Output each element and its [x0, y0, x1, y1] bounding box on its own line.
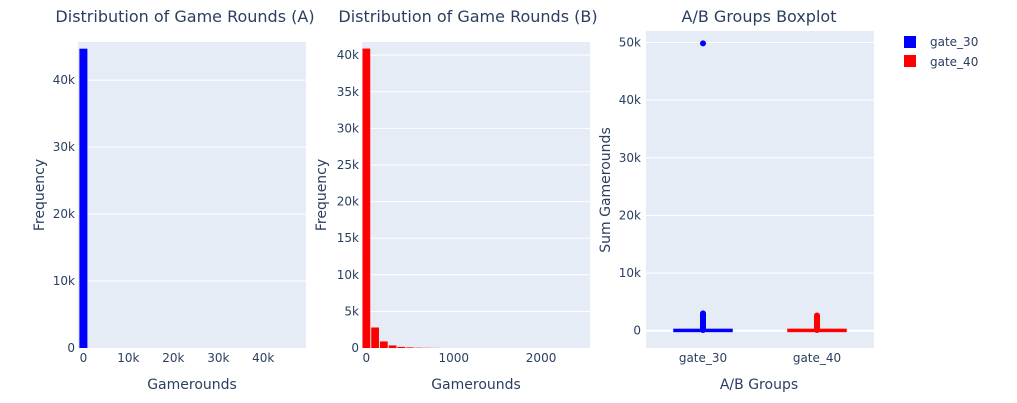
- x-tick-label: 2000: [526, 351, 557, 365]
- legend-item-gate-40[interactable]: gate_40: [904, 55, 978, 69]
- y-tick-label: 50k: [619, 36, 641, 50]
- x-tick-label: 0: [363, 351, 371, 365]
- x-ticks-c: gate_30 gate_40: [679, 351, 841, 365]
- plot-area-b: [362, 42, 590, 348]
- histogram-bar: [379, 341, 388, 348]
- bars-a: [79, 48, 88, 349]
- boxplot-panel: gate_30 gate_40 0 10k 20k 30k 40k 50k A/B Grou…: [598, 7, 874, 393]
- y-tick-label: 10k: [337, 268, 359, 282]
- x-axis-label-a: Gamerounds: [147, 377, 237, 393]
- y-tick-label: 10k: [619, 266, 641, 280]
- y-tick-label: 35k: [337, 85, 359, 99]
- y-tick-label: 25k: [337, 158, 359, 172]
- chart-title-a: Distribution of Game Rounds (A): [55, 7, 314, 26]
- y-tick-label: 0: [633, 324, 641, 338]
- y-ticks-a: 0 10k 20k 30k 40k: [53, 73, 75, 355]
- histogram-bar: [397, 346, 406, 348]
- legend-swatch-gate-30: [904, 36, 916, 48]
- y-tick-label: 20k: [337, 195, 359, 209]
- histogram-bar: [371, 327, 379, 348]
- y-ticks-c: 0 10k 20k 30k 40k 50k: [619, 36, 641, 338]
- y-tick-label: 30k: [53, 140, 75, 154]
- y-tick-label: 0: [67, 341, 75, 355]
- histogram-b: 0 1000 2000 0 5k 10k 15k 20k 25k 30k 35k 40k Distr…: [314, 7, 598, 393]
- y-tick-label: 30k: [619, 151, 641, 165]
- legend-item-gate-30[interactable]: gate_30: [904, 35, 978, 49]
- y-axis-label-b: Frequency: [314, 159, 330, 231]
- plot-area-a: [78, 42, 306, 348]
- y-axis-label-a: Frequency: [32, 159, 48, 231]
- x-tick-label: 40k: [252, 351, 274, 365]
- x-tick-label: 1000: [438, 351, 469, 365]
- x-ticks-a: 0 10k 20k 30k 40k: [80, 351, 275, 365]
- y-tick-label: 20k: [619, 208, 641, 222]
- gridlines-b: [362, 54, 590, 312]
- legend: gate_30 gate_40: [904, 35, 978, 69]
- y-tick-label: 0: [351, 341, 359, 355]
- y-tick-label: 10k: [53, 274, 75, 288]
- y-tick-label: 40k: [53, 73, 75, 87]
- chart-title-b: Distribution of Game Rounds (B): [338, 7, 597, 26]
- x-tick-label: 10k: [117, 351, 139, 365]
- histogram-bar: [406, 347, 414, 348]
- x-axis-label-b: Gamerounds: [431, 377, 521, 393]
- histogram-bar: [79, 48, 88, 349]
- x-ticks-b: 0 1000 2000: [363, 351, 557, 365]
- y-tick-label: 5k: [344, 304, 359, 318]
- x-tick-label: gate_30: [679, 351, 727, 365]
- histogram-bar: [362, 48, 371, 349]
- x-tick-label: gate_40: [793, 351, 841, 365]
- legend-label-gate-30: gate_30: [930, 35, 978, 49]
- y-axis-label-c: Sum Gamerounds: [598, 127, 614, 252]
- bars-b: [362, 48, 441, 349]
- legend-label-gate-40: gate_40: [930, 55, 978, 69]
- y-tick-label: 40k: [337, 48, 359, 62]
- y-tick-label: 30k: [337, 121, 359, 135]
- x-tick-label: 0: [80, 351, 88, 365]
- histogram-a: 0 10k 20k 30k 40k 0 10k 20k 30k 40k Distribution…: [32, 7, 315, 393]
- plot-area-c: [646, 31, 874, 348]
- x-tick-label: 30k: [207, 351, 229, 365]
- outlier-point: [700, 40, 706, 47]
- y-tick-label: 20k: [53, 207, 75, 221]
- x-axis-label-c: A/B Groups: [720, 377, 798, 393]
- histogram-bar: [388, 345, 397, 348]
- legend-swatch-gate-40: [904, 55, 916, 67]
- chart-title-c: A/B Groups Boxplot: [682, 7, 837, 26]
- x-tick-label: 20k: [162, 351, 184, 365]
- boxes-c: [673, 40, 847, 334]
- gridlines-a: [78, 79, 306, 282]
- y-tick-label: 15k: [337, 231, 359, 245]
- y-tick-label: 40k: [619, 93, 641, 107]
- y-ticks-b: 0 5k 10k 15k 20k 25k 30k 35k 40k: [337, 48, 359, 355]
